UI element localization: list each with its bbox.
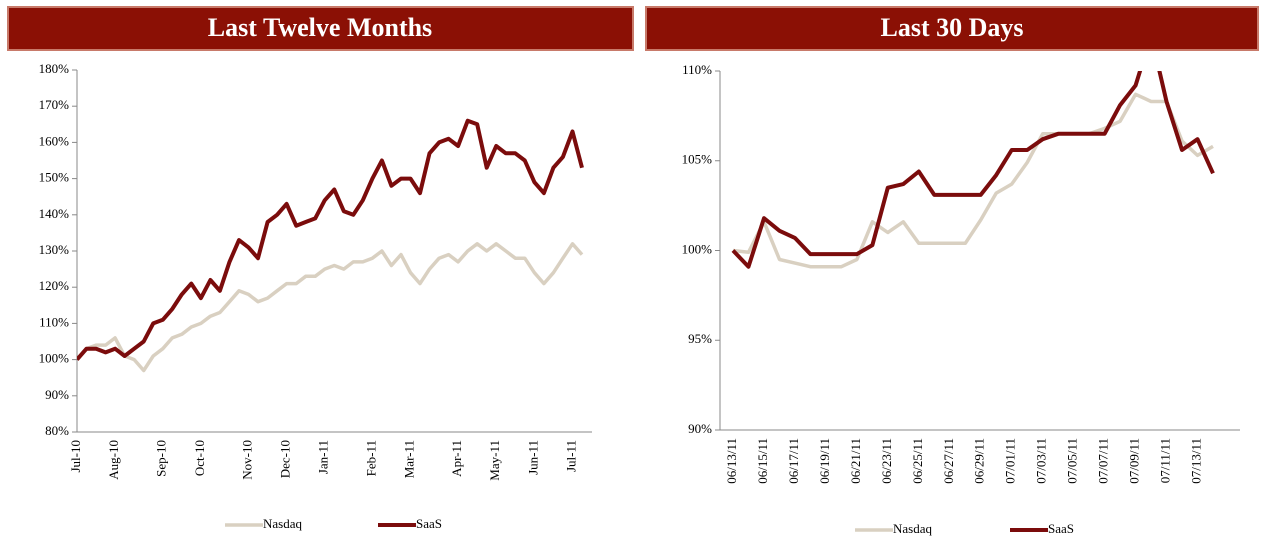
legend-label: SaaS xyxy=(416,516,442,531)
x-tick-label: Nov-10 xyxy=(239,440,254,480)
y-tick-label: 100% xyxy=(682,241,713,256)
x-tick-label: 07/03/11 xyxy=(1034,438,1049,484)
plot xyxy=(77,118,584,373)
y-tick-label: 90% xyxy=(688,421,712,436)
x-tick-label: Jul-11 xyxy=(563,440,578,472)
series-line xyxy=(77,118,584,361)
x-tick-label: Sep-10 xyxy=(154,440,169,477)
y-tick-label: 150% xyxy=(39,170,70,185)
x-tick-label: 07/05/11 xyxy=(1065,438,1080,484)
y-tick-label: 110% xyxy=(39,314,69,329)
x-tick-label: 06/25/11 xyxy=(910,438,925,484)
x-tick-label: 06/21/11 xyxy=(848,438,863,484)
x-tick-label: 06/19/11 xyxy=(817,438,832,484)
y-tick-label: 90% xyxy=(45,387,69,402)
x-tick-label: 06/27/11 xyxy=(941,438,956,484)
x-tick-label: Dec-10 xyxy=(278,440,293,478)
x-tick-label: Mar-11 xyxy=(401,440,416,478)
chart-title: Last 30 Days xyxy=(880,13,1023,42)
x-tick-label: Apr-11 xyxy=(449,440,464,477)
x-tick-label: Jun-11 xyxy=(525,440,540,475)
x-tick-label: 07/09/11 xyxy=(1127,438,1142,484)
y-tick-label: 95% xyxy=(688,331,712,346)
x-tick-label: 06/23/11 xyxy=(879,438,894,484)
header-bar xyxy=(645,6,1259,51)
x-tick-label: Jan-11 xyxy=(316,440,331,474)
series-line xyxy=(731,71,1215,269)
x-tick-label: 07/01/11 xyxy=(1003,438,1018,484)
y-tick-label: 160% xyxy=(39,133,70,148)
x-tick-label: Oct-10 xyxy=(192,440,207,476)
y-tick-label: 100% xyxy=(39,351,70,366)
y-tick-label: 140% xyxy=(39,206,70,221)
y-tick-label: 110% xyxy=(682,62,712,77)
legend-label: Nasdaq xyxy=(893,521,932,536)
header-bar xyxy=(7,6,634,51)
plot xyxy=(731,71,1215,269)
y-tick-label: 170% xyxy=(39,97,70,112)
y-tick-label: 180% xyxy=(39,61,70,76)
x-tick-label: 07/07/11 xyxy=(1096,438,1111,484)
x-tick-label: Jul-10 xyxy=(68,440,83,473)
x-tick-label: 06/15/11 xyxy=(755,438,770,484)
x-tick-label: 07/13/11 xyxy=(1189,438,1204,484)
chart-title: Last Twelve Months xyxy=(208,13,432,42)
x-tick-label: Feb-11 xyxy=(363,440,378,476)
y-tick-label: 130% xyxy=(39,242,70,257)
y-tick-label: 80% xyxy=(45,423,69,438)
x-tick-label: 06/13/11 xyxy=(724,438,739,484)
x-tick-label: 06/29/11 xyxy=(972,438,987,484)
x-tick-label: 07/11/11 xyxy=(1158,438,1173,483)
x-tick-label: May-11 xyxy=(487,440,502,481)
legend-label: Nasdaq xyxy=(263,516,302,531)
x-tick-label: Aug-10 xyxy=(106,440,121,480)
y-tick-label: 105% xyxy=(682,152,713,167)
legend-label: SaaS xyxy=(1048,521,1074,536)
series-line xyxy=(77,242,584,373)
y-tick-label: 120% xyxy=(39,278,70,293)
x-tick-label: 06/17/11 xyxy=(786,438,801,484)
series-line xyxy=(732,92,1214,269)
